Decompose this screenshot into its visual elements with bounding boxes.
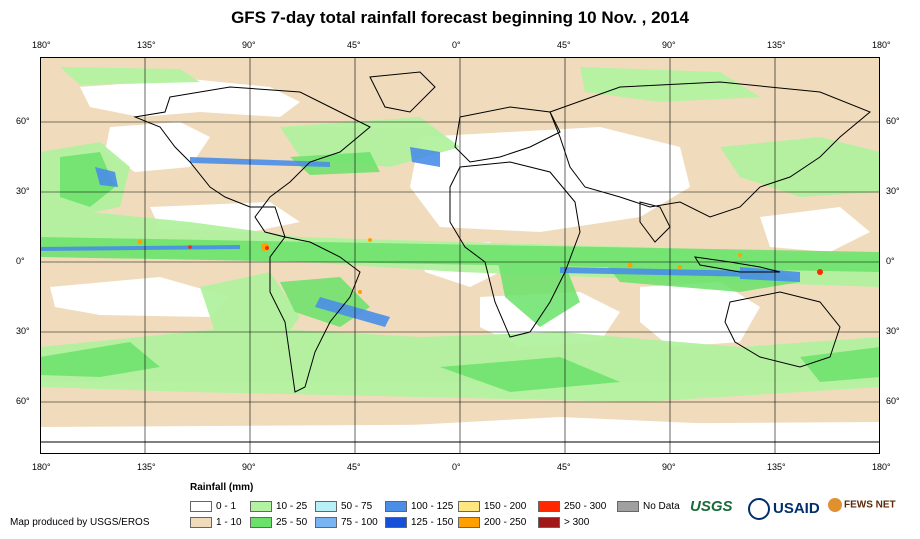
latitude-label: 60° <box>886 396 900 406</box>
longitude-label: 135° <box>137 462 156 472</box>
map-title: GFS 7-day total rainfall forecast beginn… <box>231 8 689 27</box>
longitude-label: 180° <box>872 462 891 472</box>
legend-label: 100 - 125 <box>411 501 454 512</box>
longitude-label: 180° <box>872 40 891 50</box>
legend-swatch <box>250 517 272 528</box>
latitude-label: 0° <box>886 256 895 266</box>
latitude-label: 30° <box>886 326 900 336</box>
longitude-label: 45° <box>347 40 361 50</box>
legend-item: 75 - 100 <box>315 517 378 528</box>
legend-item: 50 - 75 <box>315 501 372 512</box>
legend-swatch <box>190 501 212 512</box>
latitude-label: 30° <box>16 326 30 336</box>
legend-label: 125 - 150 <box>411 517 454 528</box>
legend-label: 1 - 10 <box>216 517 242 528</box>
longitude-label: 45° <box>557 40 571 50</box>
usgs-logo: USGS <box>690 498 733 515</box>
legend-label: 0 - 1 <box>216 501 237 512</box>
legend-label: > 300 <box>564 517 590 528</box>
longitude-label: 90° <box>242 40 256 50</box>
longitude-label: 0° <box>452 462 461 472</box>
legend-swatch <box>538 517 560 528</box>
latitude-label: 60° <box>886 116 900 126</box>
legend-swatch <box>458 517 480 528</box>
legend-swatch <box>617 501 639 512</box>
longitude-label: 90° <box>662 462 676 472</box>
latitude-label: 30° <box>886 186 900 196</box>
legend-label: 50 - 75 <box>341 501 373 512</box>
longitude-label: 180° <box>32 462 51 472</box>
legend-item: > 300 <box>538 517 589 528</box>
longitude-label: 135° <box>767 40 786 50</box>
legend-label: No Data <box>643 501 680 512</box>
legend-item: 200 - 250 <box>458 517 526 528</box>
legend-item: No Data <box>617 501 680 512</box>
usaid-logo: USAID <box>748 498 820 520</box>
legend-swatch <box>315 501 337 512</box>
latitude-label: 30° <box>16 186 30 196</box>
longitude-label: 180° <box>32 40 51 50</box>
longitude-label: 90° <box>242 462 256 472</box>
longitude-label: 45° <box>557 462 571 472</box>
legend-swatch <box>538 501 560 512</box>
credit-text: Map produced by USGS/EROS <box>10 517 150 528</box>
legend-swatch <box>190 517 212 528</box>
longitude-label: 135° <box>767 462 786 472</box>
legend-item: 100 - 125 <box>385 501 453 512</box>
legend-label: 25 - 50 <box>276 517 308 528</box>
legend-label: 250 - 300 <box>564 501 607 512</box>
legend-swatch <box>458 501 480 512</box>
usaid-seal-icon <box>748 498 770 520</box>
longitude-label: 135° <box>137 40 156 50</box>
legend-item: 250 - 300 <box>538 501 606 512</box>
legend-item: 25 - 50 <box>250 517 307 528</box>
legend-item: 150 - 200 <box>458 501 526 512</box>
latitude-label: 60° <box>16 116 30 126</box>
latitude-label: 60° <box>16 396 30 406</box>
legend-swatch <box>385 501 407 512</box>
latitude-label: 0° <box>16 256 25 266</box>
fewsnet-logo: FEWS NET <box>828 498 896 512</box>
legend-label: 10 - 25 <box>276 501 308 512</box>
rainfall-map <box>40 57 880 454</box>
legend-label: 150 - 200 <box>484 501 527 512</box>
longitude-label: 0° <box>452 40 461 50</box>
legend-label: 75 - 100 <box>341 517 378 528</box>
legend-item: 1 - 10 <box>190 517 242 528</box>
legend-item: 0 - 1 <box>190 501 236 512</box>
longitude-label: 45° <box>347 462 361 472</box>
fewsnet-globe-icon <box>828 498 842 512</box>
legend-label: 200 - 250 <box>484 517 527 528</box>
legend-item: 10 - 25 <box>250 501 307 512</box>
legend-swatch <box>250 501 272 512</box>
longitude-label: 90° <box>662 40 676 50</box>
legend-title: Rainfall (mm) <box>190 482 254 493</box>
legend-swatch <box>385 517 407 528</box>
legend-item: 125 - 150 <box>385 517 453 528</box>
legend-swatch <box>315 517 337 528</box>
